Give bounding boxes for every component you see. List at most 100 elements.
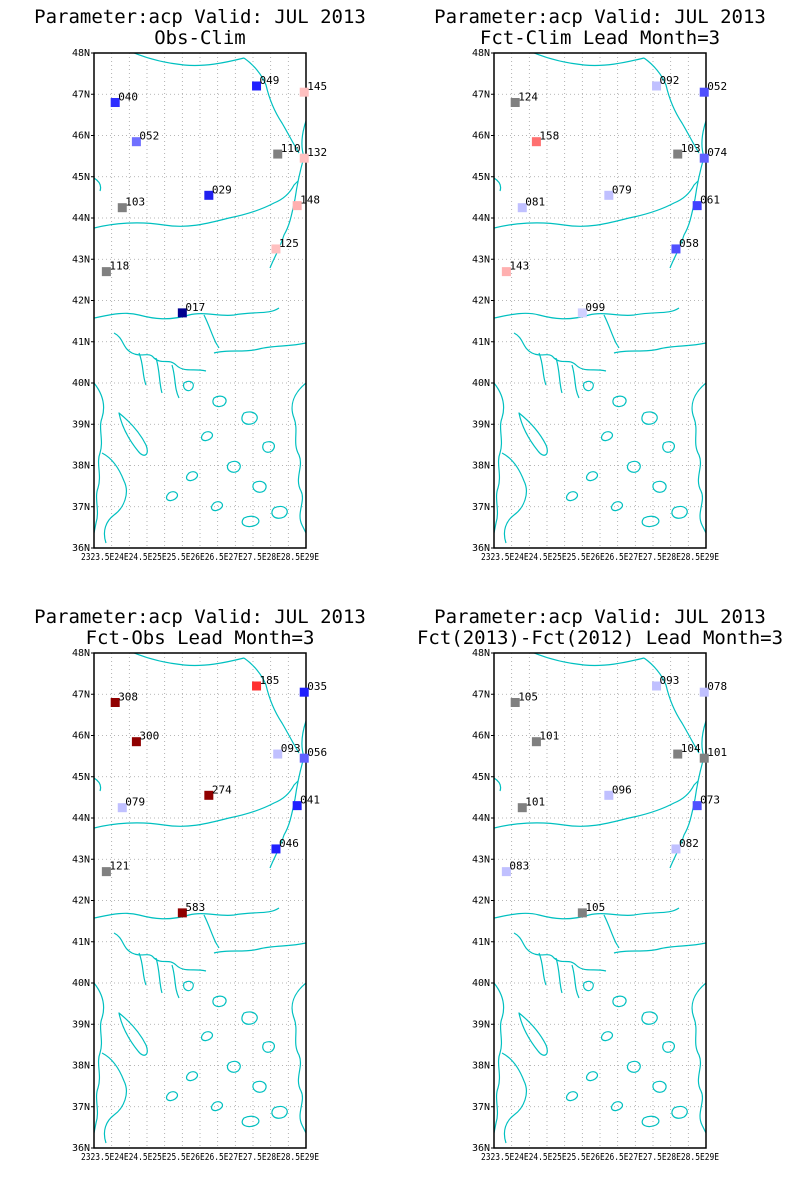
station-marker <box>699 753 709 763</box>
y-tick-label: 48N <box>472 648 490 659</box>
y-tick-label: 37N <box>472 1102 490 1113</box>
station-label: 300 <box>139 730 159 743</box>
y-tick-label: 39N <box>472 419 490 430</box>
y-tick-label: 46N <box>472 131 490 142</box>
station-marker <box>252 681 262 691</box>
station-marker <box>273 149 283 159</box>
y-tick-label: 43N <box>472 854 490 865</box>
y-tick-label: 43N <box>72 254 90 265</box>
station-label: 099 <box>585 301 605 314</box>
y-tick-label: 48N <box>472 48 490 59</box>
station-marker <box>671 244 681 254</box>
station-marker <box>131 137 141 147</box>
station-marker <box>292 801 302 811</box>
x-tick-labels: 2323.5E24E24.5E25E25.5E26E26.5E27E27.5E2… <box>81 1152 319 1163</box>
station-marker <box>271 844 281 854</box>
station-label: 074 <box>707 146 727 159</box>
station-label: 103 <box>125 196 145 209</box>
panels-layer: Parameter:acp Valid: JUL 2013Obs-Clim48N… <box>34 6 783 1163</box>
station-label: 061 <box>700 194 720 207</box>
station-marker <box>673 149 683 159</box>
station-label: 104 <box>681 742 701 755</box>
y-tick-label: 43N <box>472 254 490 265</box>
station-label: 041 <box>300 794 320 807</box>
y-tick-label: 37N <box>472 502 490 513</box>
station-marker <box>299 87 309 97</box>
station-marker <box>117 203 127 213</box>
station-marker <box>177 308 187 318</box>
y-tick-label: 36N <box>72 1143 90 1154</box>
station-marker <box>577 908 587 918</box>
station-marker <box>299 153 309 163</box>
y-tick-label: 47N <box>472 689 490 700</box>
station-label: 101 <box>525 796 545 809</box>
station-marker <box>577 308 587 318</box>
station-label: 101 <box>539 730 559 743</box>
station-marker <box>699 153 709 163</box>
station-marker <box>699 87 709 97</box>
y-tick-label: 39N <box>72 1019 90 1030</box>
station-label: 308 <box>118 691 138 704</box>
station-label: 105 <box>518 691 538 704</box>
station-label: 158 <box>539 130 559 143</box>
station-label: 035 <box>307 680 327 693</box>
y-tick-label: 38N <box>472 1061 490 1072</box>
station-label: 132 <box>307 146 327 159</box>
station-label: 121 <box>109 860 129 873</box>
y-tick-label: 38N <box>72 461 90 472</box>
station-label: 096 <box>612 783 632 796</box>
station-label: 101 <box>707 746 727 759</box>
station-marker <box>671 844 681 854</box>
panel-subtitle: Obs-Clim <box>154 27 246 49</box>
station-label: 105 <box>585 901 605 914</box>
station-label: 124 <box>518 91 538 104</box>
station-marker <box>204 790 214 800</box>
station-label: 274 <box>212 783 232 796</box>
station-label: 049 <box>260 74 280 87</box>
station-marker <box>177 908 187 918</box>
station-label: 029 <box>212 183 232 196</box>
y-tick-label: 36N <box>72 543 90 554</box>
station-label: 046 <box>279 837 299 850</box>
y-tick-label: 44N <box>72 213 90 224</box>
station-marker <box>510 698 520 707</box>
station-label: 148 <box>300 194 320 207</box>
station-label: 145 <box>307 80 327 93</box>
station-marker <box>652 81 662 91</box>
y-tick-label: 43N <box>72 854 90 865</box>
station-marker <box>501 867 511 877</box>
y-tick-label: 46N <box>72 731 90 742</box>
y-tick-label: 40N <box>72 978 90 989</box>
station-marker <box>517 203 527 213</box>
panel-title: Parameter:acp Valid: JUL 2013 <box>34 6 366 28</box>
station-marker <box>692 801 702 811</box>
station-label: 017 <box>185 301 205 314</box>
panel-subtitle: Fct-Obs Lead Month=3 <box>86 627 315 649</box>
station-marker <box>604 190 614 200</box>
station-label: 081 <box>525 196 545 209</box>
y-tick-label: 40N <box>72 378 90 389</box>
x-tick-labels: 2323.5E24E24.5E25E25.5E26E26.5E27E27.5E2… <box>481 1152 719 1163</box>
y-tick-label: 44N <box>472 213 490 224</box>
panel-title: Parameter:acp Valid: JUL 2013 <box>434 606 766 628</box>
map-panel: Parameter:acp Valid: JUL 2013Fct(2013)-F… <box>417 606 783 1163</box>
y-tick-label: 42N <box>472 896 490 907</box>
y-tick-label: 42N <box>72 296 90 307</box>
station-marker <box>271 244 281 254</box>
station-marker <box>531 737 541 747</box>
station-label: 058 <box>679 237 699 250</box>
x-tick-labels: 2323.5E24E24.5E25E25.5E26E26.5E27E27.5E2… <box>81 552 319 563</box>
y-tick-label: 46N <box>72 131 90 142</box>
y-tick-label: 41N <box>472 937 490 948</box>
station-marker <box>699 687 709 697</box>
station-label: 073 <box>700 794 720 807</box>
station-marker <box>117 803 127 813</box>
y-tick-label: 41N <box>72 337 90 348</box>
y-tick-label: 39N <box>472 1019 490 1030</box>
station-label: 040 <box>118 91 138 104</box>
station-label: 079 <box>612 183 632 196</box>
y-tick-label: 36N <box>472 543 490 554</box>
